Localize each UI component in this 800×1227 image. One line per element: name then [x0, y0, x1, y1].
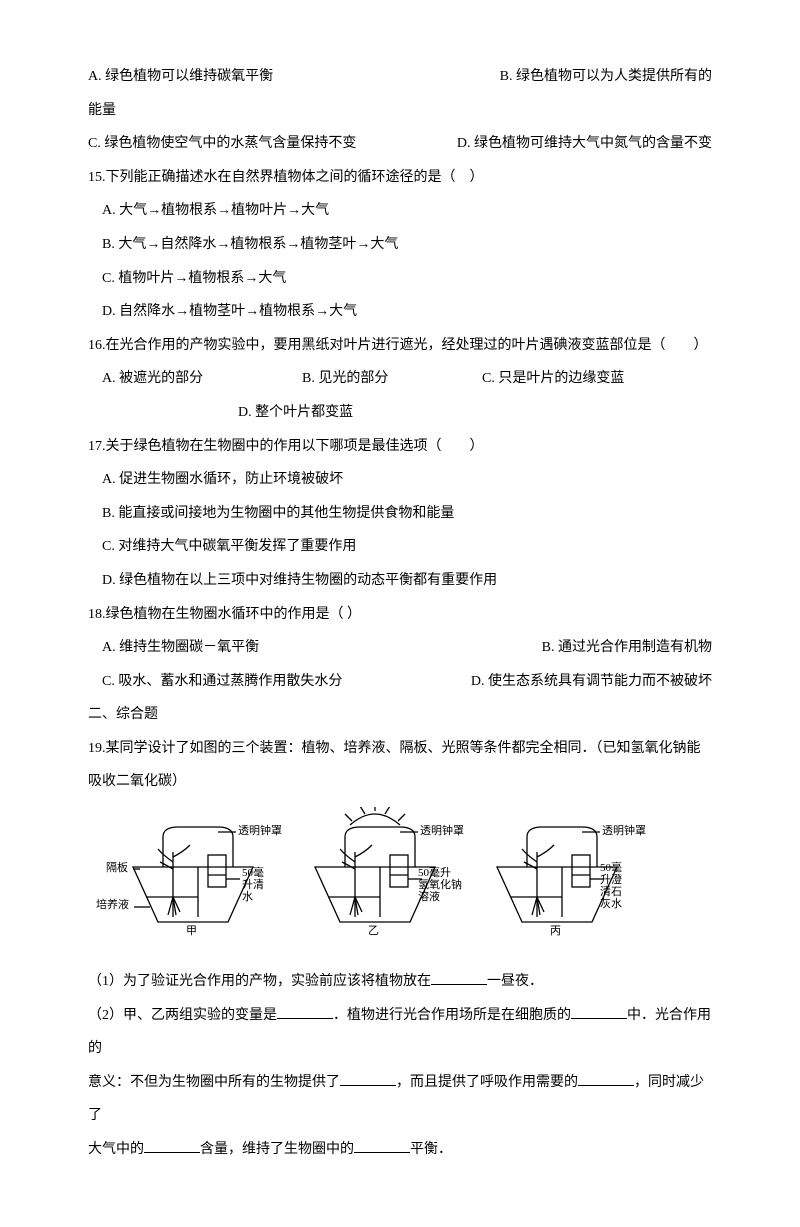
blank-1[interactable] [431, 970, 487, 985]
label-bing: 丙 [550, 925, 561, 937]
q19-p3a: 意义：不但为生物圈中所有的生物提供了 [88, 1075, 340, 1090]
q19-p2b: ．植物进行光合作用场所是在细胞质的 [333, 1008, 571, 1023]
q14-row-cd: C. 绿色植物使空气中的水蒸气含量保持不变 D. 绿色植物可维持大气中氮气的含量… [88, 127, 712, 161]
q17-opt-d: D. 绿色植物在以上三项中对维持生物圈的动态平衡都有重要作用 [88, 564, 712, 598]
label-naoh: 50毫升 氢氧化钠 溶液 [418, 867, 462, 903]
q16-row-abc: A. 被遮光的部分 B. 见光的部分 C. 只是叶片的边缘变蓝 [88, 362, 712, 396]
q18-row-ab: A. 维持生物圈碳－氧平衡 B. 通过光合作用制造有机物 [88, 631, 712, 665]
q15-stem: 15.下列能正确描述水在自然界植物体之间的循环途径的是（ ） [88, 161, 712, 195]
label-yi: 乙 [368, 925, 379, 937]
q17-opt-b: B. 能直接或间接地为生物圈中的其他生物提供食物和能量 [88, 497, 712, 531]
q19-p1a: （1）为了验证光合作用的产物，实验前应该将植物放在 [88, 974, 431, 989]
label-culture: 培养液 [96, 899, 129, 911]
figure-devices: 透明钟罩 隔板 培养液 50毫 升清 水 甲 [108, 807, 712, 957]
label-lime: 50毫 升澄 清石 灰水 [600, 862, 622, 910]
q14-row-ab: A. 绿色植物可以维持碳氧平衡 B. 绿色植物可以为人类提供所有的 [88, 60, 712, 94]
q18-opt-d: D. 使生态系统具有调节能力而不被破坏 [471, 665, 712, 699]
q16-opt-a: A. 被遮光的部分 [88, 362, 302, 396]
q18-opt-a: A. 维持生物圈碳－氧平衡 [88, 631, 259, 665]
blank-6[interactable] [144, 1138, 200, 1153]
q19-p4: 大气中的 含量，维持了生物圈中的 平衡． [88, 1133, 712, 1167]
q19-p1: （1）为了验证光合作用的产物，实验前应该将植物放在 一昼夜． [88, 965, 712, 999]
q19-stem: 19.某同学设计了如图的三个装置：植物、培养液、隔板、光照等条件都完全相同．（已… [88, 732, 712, 799]
device-bing: 透明钟罩 50毫 升澄 清石 灰水 丙 [472, 807, 642, 957]
q19-p2a: （2）甲、乙两组实验的变量是 [88, 1008, 277, 1023]
q15-opt-d: D. 自然降水→植物茎叶→植物根系→大气 [88, 295, 712, 329]
q19-p4b: 含量，维持了生物圈中的 [200, 1142, 354, 1157]
device-jia: 透明钟罩 隔板 培养液 50毫 升清 水 甲 [108, 807, 278, 957]
page: A. 绿色植物可以维持碳氧平衡 B. 绿色植物可以为人类提供所有的 能量 C. … [0, 0, 800, 1227]
label-water: 50毫 升清 水 [242, 867, 264, 903]
q19-p3: 意义：不但为生物圈中所有的生物提供了，而且提供了呼吸作用需要的，同时减少了 [88, 1066, 712, 1133]
q16-opt-b: B. 见光的部分 [302, 362, 482, 396]
q16-stem: 16.在光合作用的产物实验中，要用黑纸对叶片进行遮光，经处理过的叶片遇碘液变蓝部… [88, 329, 712, 363]
blank-3[interactable] [571, 1004, 627, 1019]
blank-2[interactable] [277, 1004, 333, 1019]
q19-p3b: ，而且提供了呼吸作用需要的 [396, 1075, 578, 1090]
label-bell-bing: 透明钟罩 [602, 825, 646, 837]
q19-p4c: 平衡． [410, 1142, 452, 1157]
label-baffle: 隔板 [106, 862, 128, 874]
q15-opt-c: C. 植物叶片→植物根系→大气 [88, 262, 712, 296]
label-jia: 甲 [186, 925, 197, 937]
q14-opt-b: B. 绿色植物可以为人类提供所有的 [500, 60, 712, 94]
q18-stem: 18.绿色植物在生物圈水循环中的作用是（ ） [88, 598, 712, 632]
q14-opt-d: D. 绿色植物可维持大气中氮气的含量不变 [457, 127, 712, 161]
q18-opt-b: B. 通过光合作用制造有机物 [542, 631, 712, 665]
q18-opt-c: C. 吸水、蓄水和通过蒸腾作用散失水分 [88, 665, 342, 699]
q17-stem: 17.关于绿色植物在生物圈中的作用以下哪项是最佳选项（ ） [88, 430, 712, 464]
q17-opt-a: A. 促进生物圈水循环，防止环境被破坏 [88, 463, 712, 497]
q17-opt-c: C. 对维持大气中碳氧平衡发挥了重要作用 [88, 530, 712, 564]
q16-opt-c: C. 只是叶片的边缘变蓝 [482, 362, 624, 396]
q15-opt-b: B. 大气→自然降水→植物根系→植物茎叶→大气 [88, 228, 712, 262]
q19-p2: （2）甲、乙两组实验的变量是．植物进行光合作用场所是在细胞质的中．光合作用的 [88, 999, 712, 1066]
q18-row-cd: C. 吸水、蓄水和通过蒸腾作用散失水分 D. 使生态系统具有调节能力而不被破坏 [88, 665, 712, 699]
q14-opt-b-wrap: 能量 [88, 94, 712, 128]
device-yi: 透明钟罩 50毫升 氢氧化钠 溶液 乙 [290, 807, 460, 957]
q15-opt-a: A. 大气→植物根系→植物叶片→大气 [88, 194, 712, 228]
label-bell-yi: 透明钟罩 [420, 825, 464, 837]
blank-4[interactable] [340, 1071, 396, 1086]
q14-opt-c: C. 绿色植物使空气中的水蒸气含量保持不变 [88, 127, 356, 161]
blank-5[interactable] [578, 1071, 634, 1086]
q14-opt-a: A. 绿色植物可以维持碳氧平衡 [88, 60, 273, 94]
blank-7[interactable] [354, 1138, 410, 1153]
label-bell: 透明钟罩 [238, 825, 282, 837]
q16-opt-d: D. 整个叶片都变蓝 [88, 396, 712, 430]
q19-p4a: 大气中的 [88, 1142, 144, 1157]
q19-p1b: 一昼夜． [487, 974, 543, 989]
section2-title: 二、综合题 [88, 698, 712, 732]
